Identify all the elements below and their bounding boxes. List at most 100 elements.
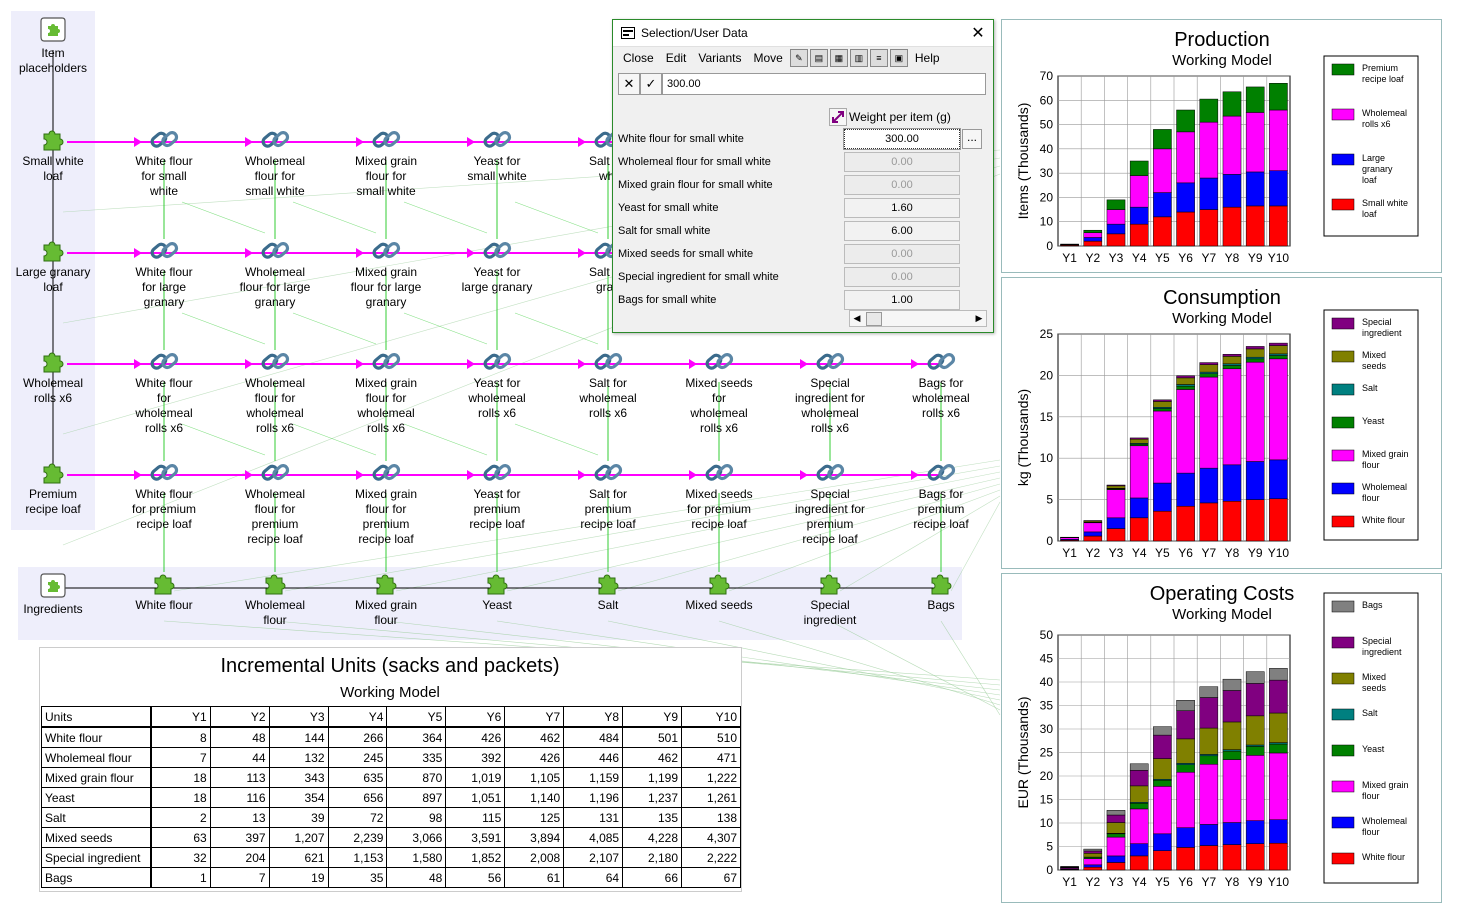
- link-4-6[interactable]: Mixed seeds for premium recipe loaf: [669, 459, 769, 532]
- table-cell: 1,237: [622, 787, 683, 808]
- link-1-4[interactable]: Yeast for small white: [447, 126, 547, 184]
- link-1-4-label: Yeast for small white: [467, 154, 527, 183]
- horizontal-scrollbar[interactable]: ◀ ▶: [849, 310, 987, 327]
- legend-label: Wholemeal flour: [1362, 816, 1407, 837]
- bar-segment: [1106, 814, 1126, 823]
- table-cell: 510: [681, 726, 741, 748]
- ingredient-8[interactable]: Bags: [891, 570, 991, 613]
- bar-segment: [1222, 501, 1242, 542]
- table-cell: 2,008: [504, 847, 565, 868]
- bar-segment: [1106, 233, 1126, 247]
- x-tick-label: Y3: [1109, 251, 1124, 265]
- link-3-2[interactable]: Wholemeal flour for wholemeal rolls x6: [225, 348, 325, 436]
- table-cell: 125: [504, 807, 565, 828]
- link-3-8[interactable]: Bags for wholemeal rolls x6: [891, 348, 991, 421]
- scroll-thumb[interactable]: [866, 312, 882, 326]
- table-cell: 897: [386, 787, 447, 808]
- link-3-7[interactable]: Special ingredient for wholemeal rolls x…: [780, 348, 880, 436]
- x-tick-label: Y8: [1225, 251, 1240, 265]
- menu-help[interactable]: Help: [914, 51, 940, 65]
- value-edit-field[interactable]: 300.00: [662, 73, 986, 95]
- dialog-titlebar[interactable]: Selection/User Data ✕: [613, 20, 993, 47]
- item-4[interactable]: Premium recipe loaf: [3, 459, 103, 517]
- link-3-5[interactable]: Salt for wholemeal rolls x6: [558, 348, 658, 421]
- bar-segment: [1245, 205, 1265, 247]
- bar-segment: [1199, 362, 1219, 365]
- value-edit-row: ✕ ✓ 300.00: [618, 73, 986, 95]
- ingredient-4[interactable]: Yeast: [447, 570, 547, 613]
- item-3[interactable]: Wholemeal rolls x6: [3, 348, 103, 406]
- row-value[interactable]: 300.00: [843, 127, 961, 150]
- link-3-6-label: Mixed seeds for wholemeal rolls x6: [685, 376, 753, 435]
- accept-icon[interactable]: ✓: [640, 73, 662, 95]
- item-1[interactable]: Small white loaf: [3, 126, 103, 184]
- link-1-3[interactable]: Mixed grain flour for small white: [336, 126, 436, 199]
- menu-close[interactable]: Close: [623, 51, 654, 65]
- link-3-3[interactable]: Mixed grain flour for wholemeal rolls x6: [336, 348, 436, 436]
- close-icon[interactable]: ✕: [971, 25, 985, 42]
- bar-segment: [1083, 535, 1103, 542]
- x-tick-label: Y7: [1201, 251, 1216, 265]
- link-2-3[interactable]: Mixed grain flour for large granary: [336, 237, 436, 310]
- x-tick-label: Y5: [1155, 251, 1170, 265]
- ingredient-2[interactable]: Wholemeal flour: [225, 570, 325, 628]
- puzzle-icon: [43, 241, 64, 262]
- table-cell: 67: [681, 867, 741, 888]
- row-value[interactable]: 1.60: [844, 197, 960, 218]
- link-3-2-label: Wholemeal flour for wholemeal rolls x6: [244, 376, 306, 435]
- ingredient-6[interactable]: Mixed seeds: [669, 570, 769, 613]
- link-4-8[interactable]: Bags for premium recipe loaf: [891, 459, 991, 532]
- link-1-2[interactable]: Wholemeal flour for small white: [225, 126, 325, 199]
- ingredient-placeholders[interactable]: Ingredients: [3, 570, 103, 617]
- item-placeholders-label: Item placeholders: [18, 46, 88, 75]
- item-placeholders[interactable]: Item placeholders: [3, 14, 103, 76]
- link-4-4[interactable]: Yeast for premium recipe loaf: [447, 459, 547, 532]
- ingredient-3[interactable]: Mixed grain flour: [336, 570, 436, 628]
- chart-icon[interactable]: ▤: [809, 49, 828, 67]
- bar-segment: [1106, 528, 1126, 542]
- table-cell: 138: [681, 807, 741, 828]
- link-2-4[interactable]: Yeast for large granary: [447, 237, 547, 295]
- link-3-6[interactable]: Mixed seeds for wholemeal rolls x6: [669, 348, 769, 436]
- ingredient-7[interactable]: Special ingredient: [780, 570, 880, 628]
- bar-segment: [1269, 819, 1288, 844]
- ingredient-1[interactable]: White flour: [114, 570, 214, 613]
- scroll-left-icon[interactable]: ◀: [853, 313, 861, 323]
- list-icon[interactable]: ≡: [869, 49, 888, 67]
- bar-segment: [1129, 223, 1149, 247]
- link-3-4[interactable]: Yeast for wholemeal rolls x6: [447, 348, 547, 421]
- link-icon: [705, 353, 734, 370]
- print-icon[interactable]: ▣: [889, 49, 908, 67]
- edit-note-icon[interactable]: ✎: [789, 49, 808, 67]
- table-cell: 132: [268, 747, 329, 768]
- table-view-icon[interactable]: ▥: [849, 49, 868, 67]
- link-4-7[interactable]: Special ingredient for premium recipe lo…: [780, 459, 880, 547]
- grid-icon[interactable]: ▦: [829, 49, 848, 67]
- ingredient-5[interactable]: Salt: [558, 570, 658, 613]
- x-tick-label: Y9: [1248, 546, 1263, 560]
- link-3-1[interactable]: White flour for wholemeal rolls x6: [114, 348, 214, 436]
- link-4-5[interactable]: Salt for premium recipe loaf: [558, 459, 658, 532]
- menu-move[interactable]: Move: [753, 51, 783, 65]
- link-1-1[interactable]: White flour for small white: [114, 126, 214, 199]
- x-tick-label: Y7: [1201, 875, 1216, 889]
- scroll-right-icon[interactable]: ▶: [975, 313, 983, 323]
- link-4-2[interactable]: Wholemeal flour for premium recipe loaf: [225, 459, 325, 547]
- link-2-1[interactable]: White flour for large granary: [114, 237, 214, 310]
- legend-label: Special ingredient: [1362, 636, 1402, 657]
- cancel-icon[interactable]: ✕: [618, 73, 640, 95]
- item-2[interactable]: Large granary loaf: [3, 237, 103, 295]
- row-value[interactable]: 1.00: [844, 289, 960, 310]
- row-value[interactable]: 6.00: [844, 220, 960, 241]
- link-4-3[interactable]: Mixed grain flour for premium recipe loa…: [336, 459, 436, 547]
- table-cell: Mixed seeds: [40, 827, 152, 848]
- ellipsis-button[interactable]: ...: [962, 128, 982, 149]
- menu-edit[interactable]: Edit: [665, 51, 687, 65]
- menu-variants[interactable]: Variants: [698, 51, 742, 65]
- resize-arrow-icon[interactable]: [829, 108, 847, 126]
- link-4-1[interactable]: White flour for premium recipe loaf: [114, 459, 214, 532]
- link-2-2[interactable]: Wholemeal flour for large granary: [225, 237, 325, 310]
- bar-segment: [1129, 160, 1149, 176]
- table-cell: 1,019: [445, 767, 506, 788]
- link-icon: [261, 464, 290, 481]
